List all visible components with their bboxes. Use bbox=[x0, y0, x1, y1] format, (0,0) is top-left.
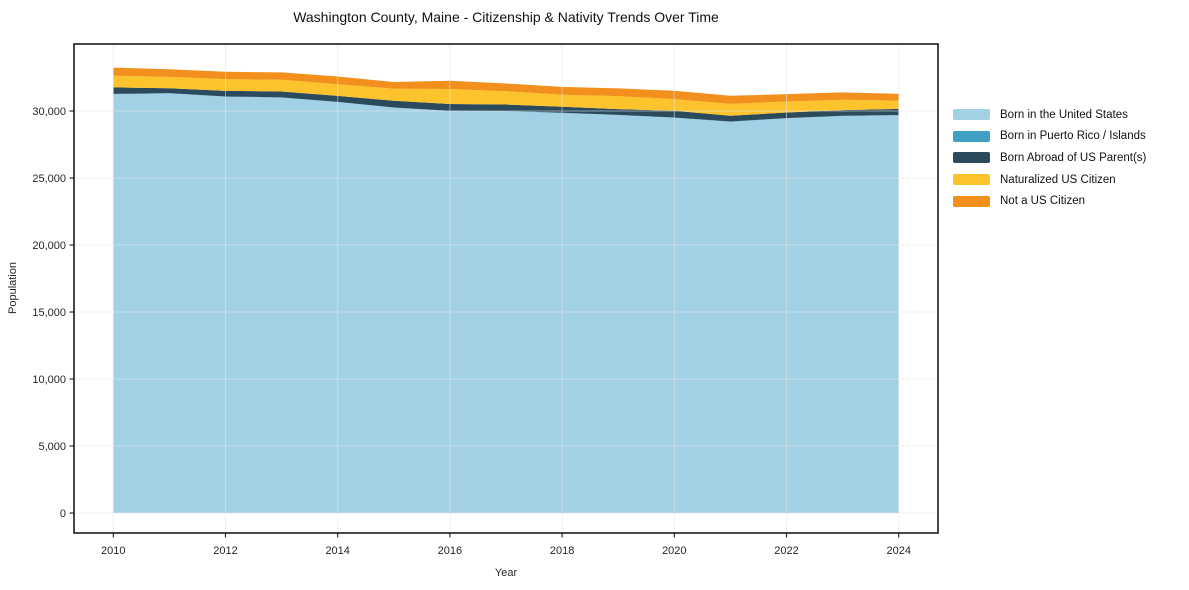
legend-swatch-not-us-citizen-icon bbox=[953, 195, 990, 207]
legend-label: Naturalized US Citizen bbox=[1000, 173, 1116, 186]
x-tick-label: 2012 bbox=[213, 545, 237, 557]
legend-item-not-us-citizen: Not a US Citizen bbox=[953, 190, 1146, 212]
legend-swatch-born-puerto-rico-islands-icon bbox=[953, 130, 990, 142]
legend-swatch-born-in-us-icon bbox=[953, 109, 990, 121]
area-born-in-us bbox=[113, 93, 899, 514]
x-tick-label: 2014 bbox=[325, 545, 349, 557]
y-tick-label: 25,000 bbox=[32, 173, 66, 185]
y-tick-label: 10,000 bbox=[32, 374, 66, 386]
y-tick-label: 5,000 bbox=[38, 441, 66, 453]
legend-item-born-puerto-rico-islands: Born in Puerto Rico / Islands bbox=[953, 126, 1146, 148]
area-not-us-citizen bbox=[113, 67, 899, 104]
y-tick-label: 0 bbox=[60, 508, 66, 520]
legend-item-born-abroad-us-parents: Born Abroad of US Parent(s) bbox=[953, 147, 1146, 169]
legend-item-naturalized-citizen: Naturalized US Citizen bbox=[953, 169, 1146, 191]
legend-swatch-born-abroad-us-parents-icon bbox=[953, 152, 990, 164]
x-tick-label: 2016 bbox=[438, 545, 462, 557]
x-tick-label: 2020 bbox=[662, 545, 686, 557]
legend-label: Born in Puerto Rico / Islands bbox=[1000, 130, 1146, 143]
y-axis-label: Population bbox=[7, 262, 19, 314]
x-tick-label: 2018 bbox=[550, 545, 574, 557]
x-tick-label: 2010 bbox=[101, 545, 125, 557]
y-tick-label: 20,000 bbox=[32, 240, 66, 252]
area-naturalized-citizen bbox=[113, 75, 899, 116]
y-tick-label: 15,000 bbox=[32, 307, 66, 319]
x-tick-label: 2022 bbox=[774, 545, 798, 557]
area-born-abroad-us-parents bbox=[113, 87, 899, 122]
legend-swatch-naturalized-citizen-icon bbox=[953, 174, 990, 186]
legend-label: Not a US Citizen bbox=[1000, 195, 1086, 208]
x-axis-label: Year bbox=[494, 567, 518, 579]
legend-item-born-in-us: Born in the United States bbox=[953, 104, 1146, 126]
y-tick-label: 30,000 bbox=[32, 106, 66, 118]
x-tick-label: 2024 bbox=[886, 545, 910, 557]
legend: Born in the United States Born in Puerto… bbox=[953, 104, 1146, 212]
plot-border bbox=[73, 43, 939, 534]
legend-label: Born in the United States bbox=[1000, 108, 1128, 121]
chart-title: Washington County, Maine - Citizenship &… bbox=[293, 9, 719, 25]
legend-label: Born Abroad of US Parent(s) bbox=[1000, 151, 1147, 164]
